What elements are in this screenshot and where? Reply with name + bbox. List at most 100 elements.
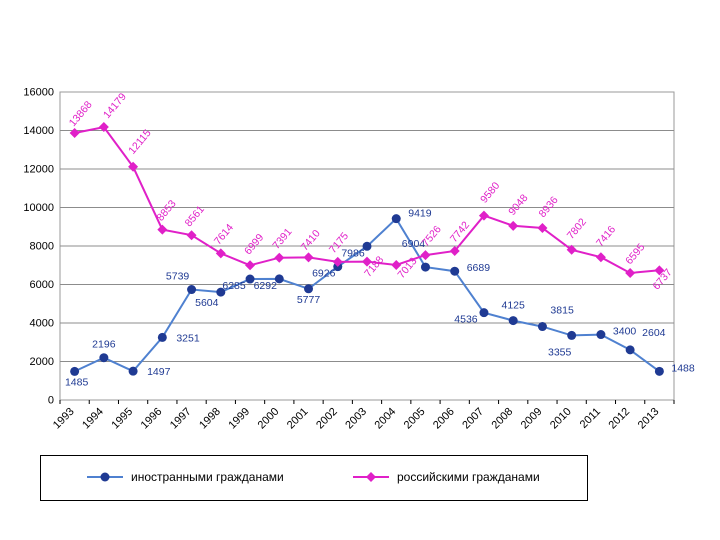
data-label-foreign: 9419 [408,208,432,220]
y-tick-label: 10000 [23,202,54,214]
series-layer [69,122,665,376]
data-point [625,268,636,279]
data-point [186,230,197,241]
data-label-foreign: 4125 [502,300,526,312]
data-point [566,244,577,255]
data-point [625,345,635,355]
data-point [479,308,489,318]
data-point [69,128,80,139]
x-tick-label: 1998 [197,406,223,432]
x-tick-label: 1997 [168,406,194,432]
data-point [304,284,314,294]
data-label-foreign: 3251 [176,332,200,344]
legend-entry-russian: российскими гражданами [351,470,540,484]
data-point [391,214,401,224]
data-point [449,245,460,256]
x-tick-label: 2012 [606,406,632,432]
data-point [508,316,518,326]
x-tick-label: 1996 [139,406,165,432]
data-point [157,332,167,342]
data-label-foreign: 5739 [166,271,190,283]
data-label-foreign: 6926 [312,268,336,280]
data-point [450,266,460,276]
chart: 0 2000 4000 6000 8000 10000 12000 14000 16000 199… [23,87,695,432]
x-tick-label: 2010 [548,406,574,432]
data-point [216,287,226,297]
data-point [128,161,139,172]
data-point [187,285,197,295]
data-point [391,259,402,270]
x-tick-label: 2011 [578,406,603,431]
data-label-foreign: 4536 [454,314,478,326]
data-point [215,248,226,259]
data-label-foreign: 6689 [467,262,491,274]
data-label-foreign: 2196 [92,339,116,351]
data-point [654,265,665,276]
y-tick-label: 16000 [23,87,54,99]
data-point [362,256,372,267]
data-point [420,250,431,261]
legend-entry-foreign: иностранными гражданами [85,470,284,484]
gridlines [60,130,674,362]
x-tick-label: 2003 [343,406,369,432]
x-tick-label: 2005 [402,406,428,432]
y-tick-label: 2000 [30,356,54,368]
data-label-foreign: 5777 [297,294,321,306]
data-point [274,252,285,263]
legend-label-foreign: иностранными гражданами [131,470,284,484]
data-point [508,220,519,231]
data-label-foreign: 3400 [613,326,637,338]
legend: иностранными гражданами российскими граж… [40,455,588,501]
data-label-foreign: 1497 [147,366,171,378]
x-tick-label: 2006 [431,406,457,432]
x-tick-label: 2002 [314,406,340,432]
x-tick-label: 1995 [109,406,135,432]
data-point [245,274,255,284]
x-tick-label: 1993 [51,406,77,432]
y-tick-label: 8000 [30,241,54,253]
data-point [128,366,138,376]
data-label-foreign: 6904 [402,238,426,250]
x-tick-label: 2004 [373,406,399,432]
data-point [654,366,664,376]
x-tick-label: 2001 [285,406,311,432]
legend-marker-diamond-icon [353,472,389,482]
data-label-foreign: 3815 [550,305,574,317]
x-tick-label: 1999 [226,406,252,432]
data-point [595,252,606,263]
y-tick-label: 4000 [30,318,54,330]
data-label-foreign: 5604 [195,297,219,309]
data-point [537,222,548,233]
x-tick-label: 2007 [460,406,486,432]
y-tick-label: 14000 [23,125,54,137]
x-tick-label: 2013 [636,406,662,432]
data-point [362,241,372,251]
data-point [274,274,284,284]
data-point [70,366,80,376]
data-label-foreign: 1488 [671,362,695,374]
y-tick-label: 12000 [23,164,54,176]
data-label-foreign: 6292 [254,280,278,292]
data-point [567,330,577,340]
y-tick-label: 6000 [30,279,54,291]
data-point [537,322,547,332]
data-label-foreign: 6285 [222,280,246,292]
x-tick-label: 1994 [80,406,106,432]
x-tick-label: 2000 [256,406,282,432]
data-point [98,122,109,133]
data-label-foreign: 1485 [65,376,89,388]
data-point [478,210,489,221]
data-point [332,256,343,267]
legend-marker-circle-icon [87,472,123,482]
data-point [596,330,606,340]
data-point [303,252,314,263]
data-point [99,353,109,363]
x-tick-label: 2008 [490,406,516,432]
legend-label-russian: российскими гражданами [397,470,540,484]
x-tick-label: 2009 [519,406,545,432]
data-point [157,224,168,235]
data-point [245,260,256,271]
data-point [420,262,430,272]
data-label-foreign: 3355 [548,346,572,358]
data-label-foreign: 7986 [341,247,365,259]
